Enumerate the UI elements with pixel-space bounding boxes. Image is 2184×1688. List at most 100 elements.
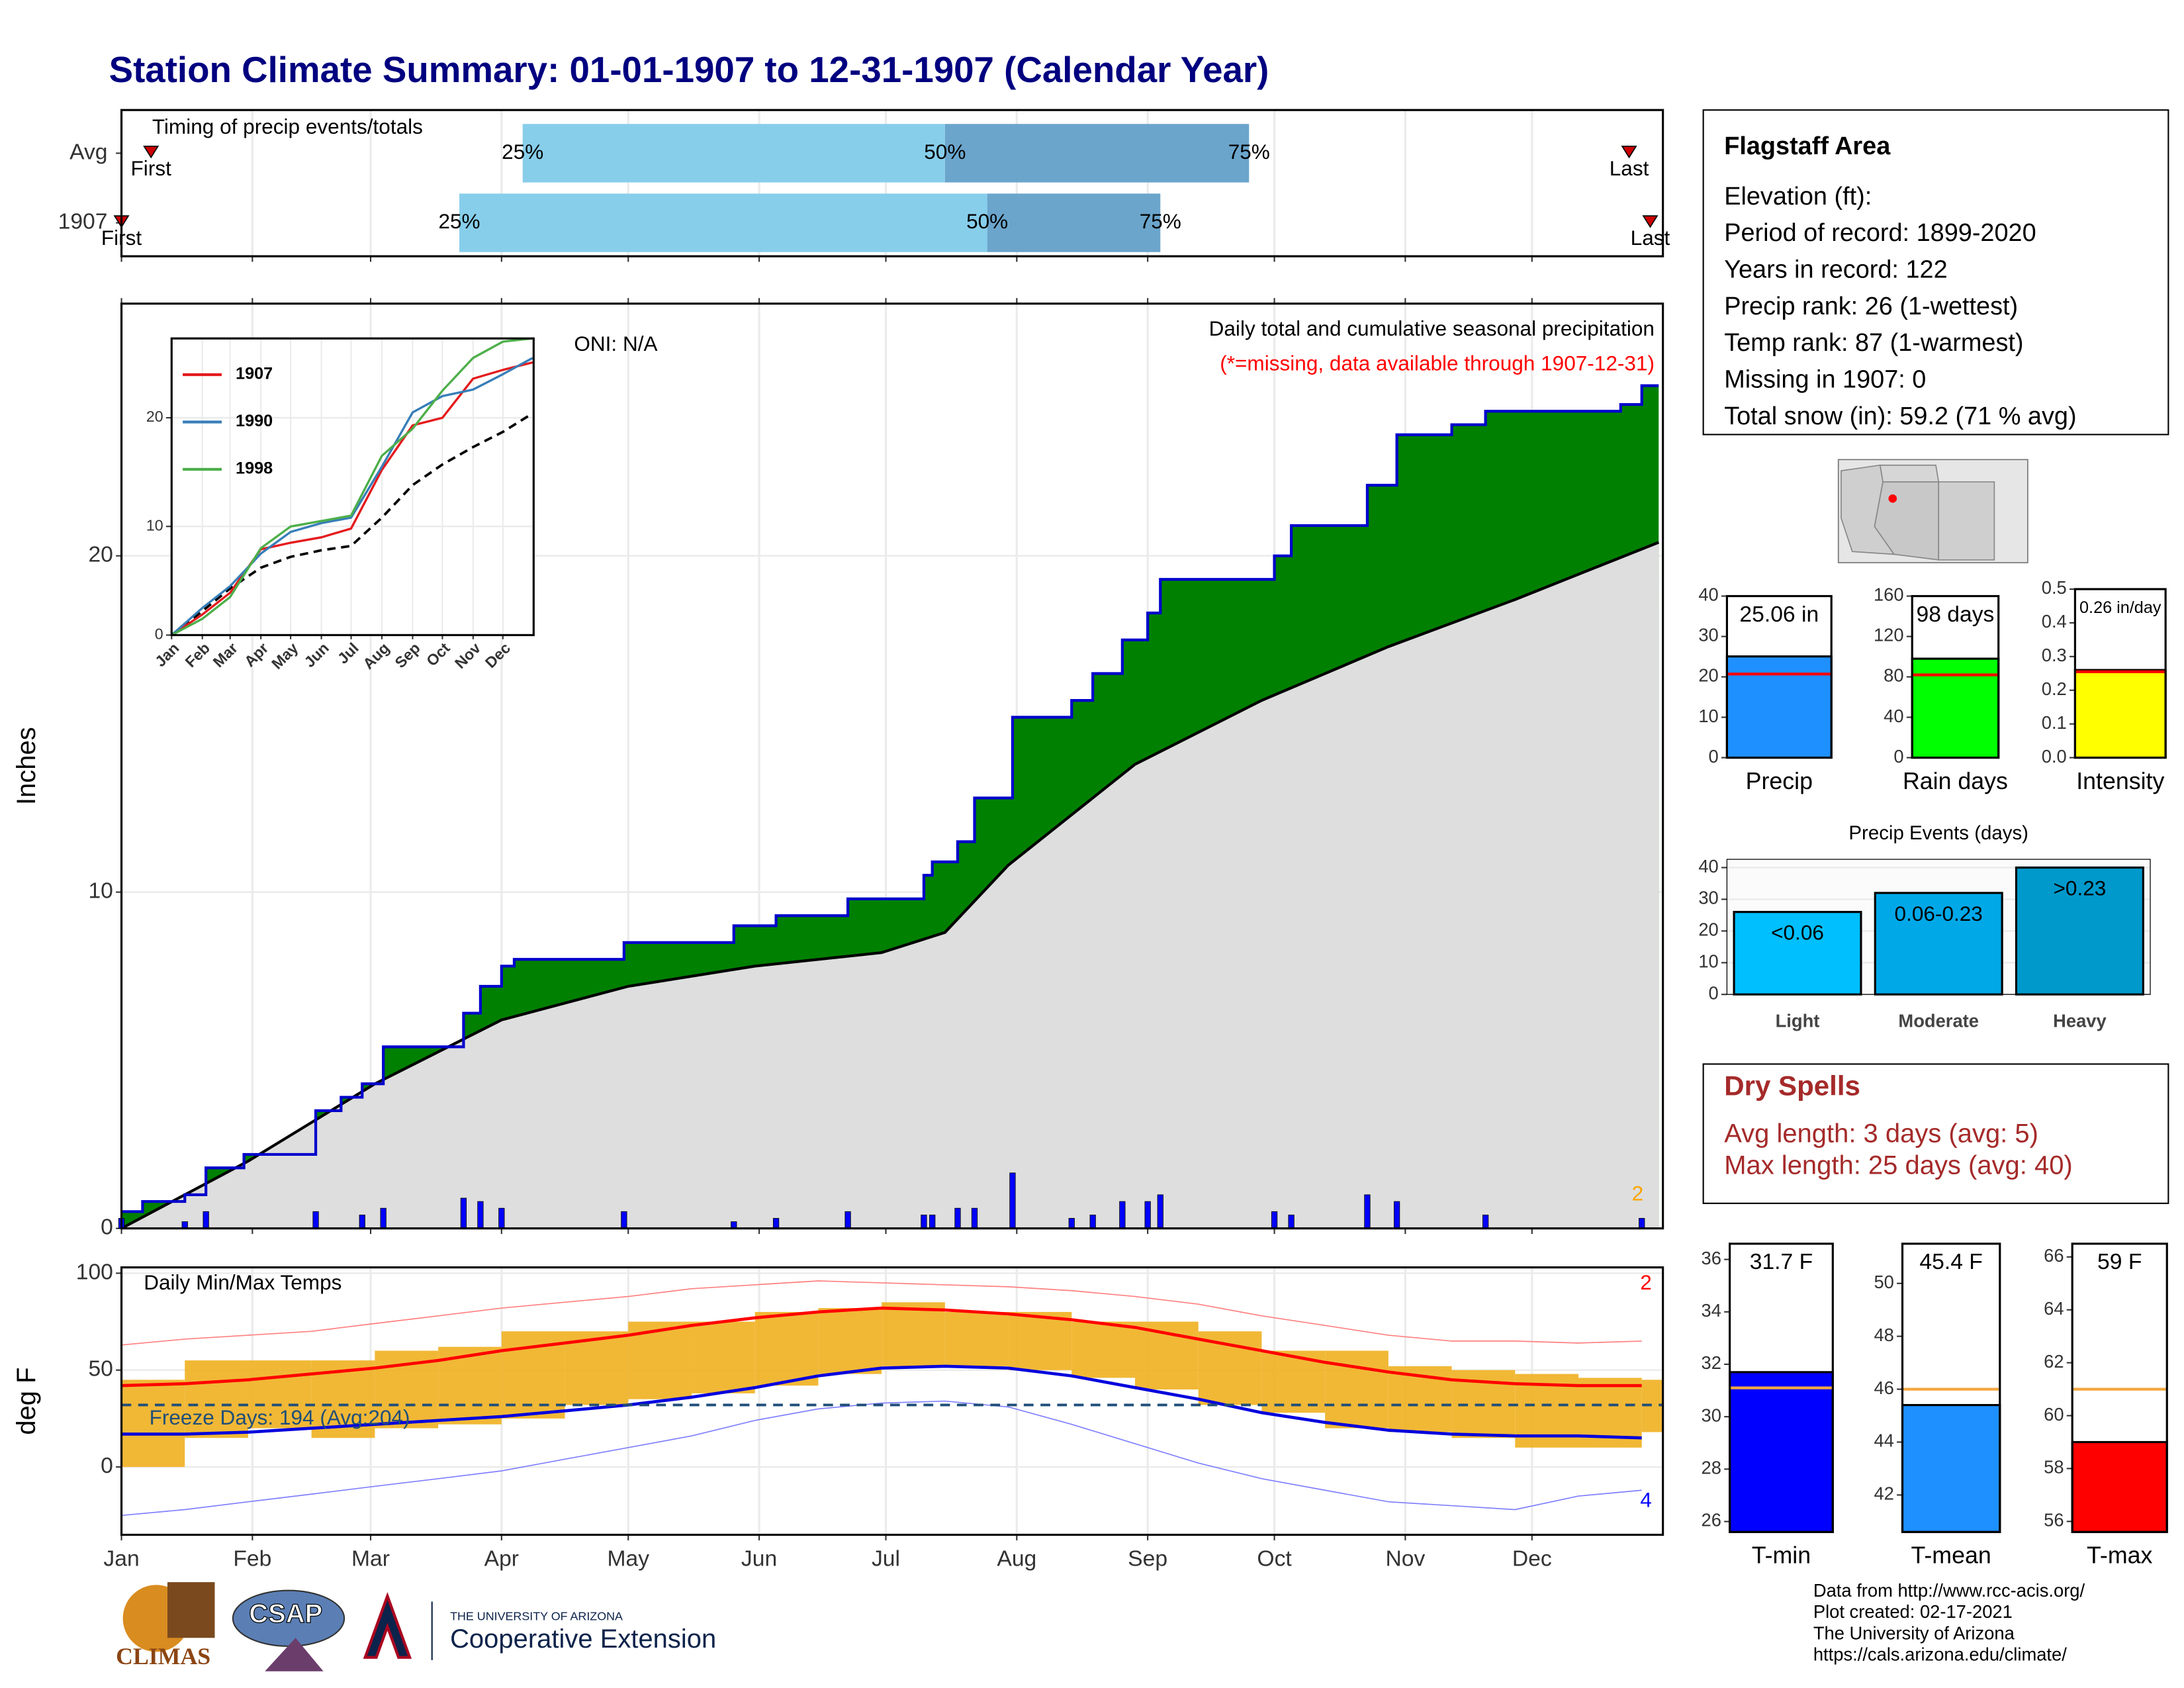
daily-bar bbox=[844, 1211, 851, 1229]
average-line bbox=[171, 412, 533, 636]
info-box bbox=[1702, 109, 2169, 436]
csap-logo bbox=[265, 1638, 324, 1671]
value-label: 0.06-0.23 bbox=[1895, 902, 1983, 925]
average-area bbox=[121, 542, 1659, 1229]
temp-range-bar bbox=[754, 1311, 819, 1386]
y-tick-label: 36 bbox=[1702, 1248, 1721, 1268]
legend-label: 1907 bbox=[236, 365, 273, 383]
event-marker bbox=[1642, 215, 1659, 228]
dry-spell-line: Max length: 25 days (avg: 40) bbox=[1724, 1151, 2073, 1180]
y-tick-label: 58 bbox=[2044, 1457, 2064, 1477]
locator-map bbox=[1837, 459, 2028, 563]
info-title: Flagstaff Area bbox=[1724, 132, 1891, 160]
y-tick-label: 80 bbox=[1884, 665, 1903, 686]
x-tick-label: Nov bbox=[1385, 1546, 1425, 1571]
daily-bar bbox=[1288, 1214, 1295, 1229]
y-tick-label: 62 bbox=[2044, 1351, 2064, 1372]
y-tick-label: 0 bbox=[155, 626, 163, 643]
logos: CLIMAS CSAP THE UNIVERSITY OF ARIZONA Co… bbox=[116, 1582, 716, 1671]
daily-bar bbox=[1068, 1218, 1075, 1229]
y-tick-label: 40 bbox=[1698, 856, 1718, 876]
panel-title: Precip Events (days) bbox=[1848, 822, 2028, 844]
csap-text: CSAP bbox=[249, 1599, 322, 1628]
y-tick-label: 100 bbox=[76, 1260, 113, 1284]
plot-frame bbox=[1901, 1243, 2001, 1533]
category-label: Intensity bbox=[2076, 768, 2164, 794]
value-label: 31.7 F bbox=[1750, 1250, 1813, 1274]
value-label: <0.06 bbox=[1771, 921, 1824, 945]
y-tick-label: 10 bbox=[1698, 951, 1718, 972]
category-label: Light bbox=[1776, 1011, 1820, 1031]
y-tick-label: 48 bbox=[1874, 1325, 1893, 1345]
panel-label: Daily Min/Max Temps bbox=[144, 1270, 341, 1294]
y-axis-label: Inches bbox=[12, 727, 41, 805]
university-text: THE UNIVERSITY OF ARIZONA bbox=[450, 1609, 623, 1622]
value-label: 0.26 in/day bbox=[2079, 598, 2161, 617]
annotation: 2 bbox=[1632, 1182, 1644, 1205]
y-tick-label: 44 bbox=[1874, 1430, 1893, 1451]
value-label: 59 F bbox=[2097, 1250, 2142, 1274]
category-label: Moderate bbox=[1898, 1011, 1979, 1031]
y-tick-label: 160 bbox=[1874, 585, 1904, 605]
plot-frame bbox=[1911, 594, 2000, 759]
title: Station Climate Summary: 01-01-1907 to 1… bbox=[109, 49, 1269, 90]
y-tick-label: 50 bbox=[88, 1357, 113, 1382]
bar bbox=[1729, 1371, 1834, 1533]
x-tick-label: Jan bbox=[103, 1546, 139, 1571]
extension-text: Cooperative Extension bbox=[450, 1624, 716, 1654]
y-tick-label: 56 bbox=[2044, 1510, 2064, 1530]
quartile-label: 25% bbox=[502, 140, 543, 164]
quartile-label: 50% bbox=[924, 140, 966, 164]
plot-frame bbox=[120, 1266, 1664, 1536]
y-tick-label: 30 bbox=[1698, 888, 1718, 908]
event-label: Last bbox=[1610, 156, 1649, 180]
daily-bar bbox=[477, 1201, 484, 1229]
station-dot bbox=[1888, 494, 1897, 503]
row-label: 1907 bbox=[58, 210, 108, 234]
charts: Timing of precip events/totals Avg 25% 50% 7… bbox=[12, 109, 2168, 1571]
bar bbox=[2071, 1440, 2168, 1533]
daily-bar bbox=[1639, 1218, 1645, 1229]
category-label: T-max bbox=[2087, 1542, 2152, 1569]
daily-bar bbox=[621, 1211, 627, 1229]
dry-spell-line: Avg length: 3 days (avg: 5) bbox=[1724, 1119, 2038, 1148]
temp-range-bar bbox=[121, 1380, 185, 1468]
info-line: Missing in 1907: 0 bbox=[1724, 365, 1926, 393]
y-tick-label: 0 bbox=[1709, 746, 1719, 767]
info-line: Total snow (in): 59.2 (71 % avg) bbox=[1724, 402, 2076, 430]
footer-line: https://cals.arizona.edu/climate/ bbox=[1813, 1644, 2067, 1665]
value-label: 45.4 F bbox=[1919, 1250, 1982, 1274]
y-tick-label: 0 bbox=[101, 1215, 113, 1240]
y-tick-label: 50 bbox=[1874, 1272, 1893, 1292]
bar bbox=[1725, 655, 1833, 759]
x-tick-label: Apr bbox=[484, 1546, 519, 1571]
y-tick-label: 20 bbox=[88, 543, 113, 567]
y-tick-label: 26 bbox=[1702, 1510, 1721, 1530]
daily-bar bbox=[380, 1207, 387, 1229]
info-line: Elevation (ft): bbox=[1724, 183, 1872, 211]
daily-bar bbox=[1009, 1172, 1016, 1229]
x-tick-label: Jun bbox=[741, 1546, 777, 1571]
legend-label: 1990 bbox=[236, 412, 273, 430]
bar bbox=[1901, 1403, 2001, 1533]
bar bbox=[1874, 892, 2003, 996]
temp-range-bar bbox=[1071, 1321, 1135, 1378]
temp-range-bar bbox=[944, 1311, 1009, 1366]
high-count: 2 bbox=[1640, 1270, 1652, 1294]
x-tick-label: Feb bbox=[233, 1546, 271, 1571]
x-tick-label: Sep bbox=[1128, 1546, 1167, 1571]
subtitle: Daily total and cumulative seasonal prec… bbox=[1209, 316, 1655, 340]
low-count: 4 bbox=[1640, 1487, 1652, 1511]
series-line bbox=[171, 357, 533, 636]
map-region bbox=[1938, 481, 1995, 561]
y-tick-label: 64 bbox=[2044, 1298, 2064, 1319]
daily-bar bbox=[1119, 1201, 1126, 1229]
plot-frame bbox=[170, 337, 535, 636]
y-tick-label: 0 bbox=[1709, 982, 1719, 1003]
x-tick-label: Aug bbox=[997, 1546, 1036, 1571]
daily-bar bbox=[971, 1207, 978, 1229]
oni-label: ONI: N/A bbox=[574, 332, 657, 355]
y-tick-label: 30 bbox=[1698, 625, 1718, 645]
average-line bbox=[120, 541, 1660, 1230]
